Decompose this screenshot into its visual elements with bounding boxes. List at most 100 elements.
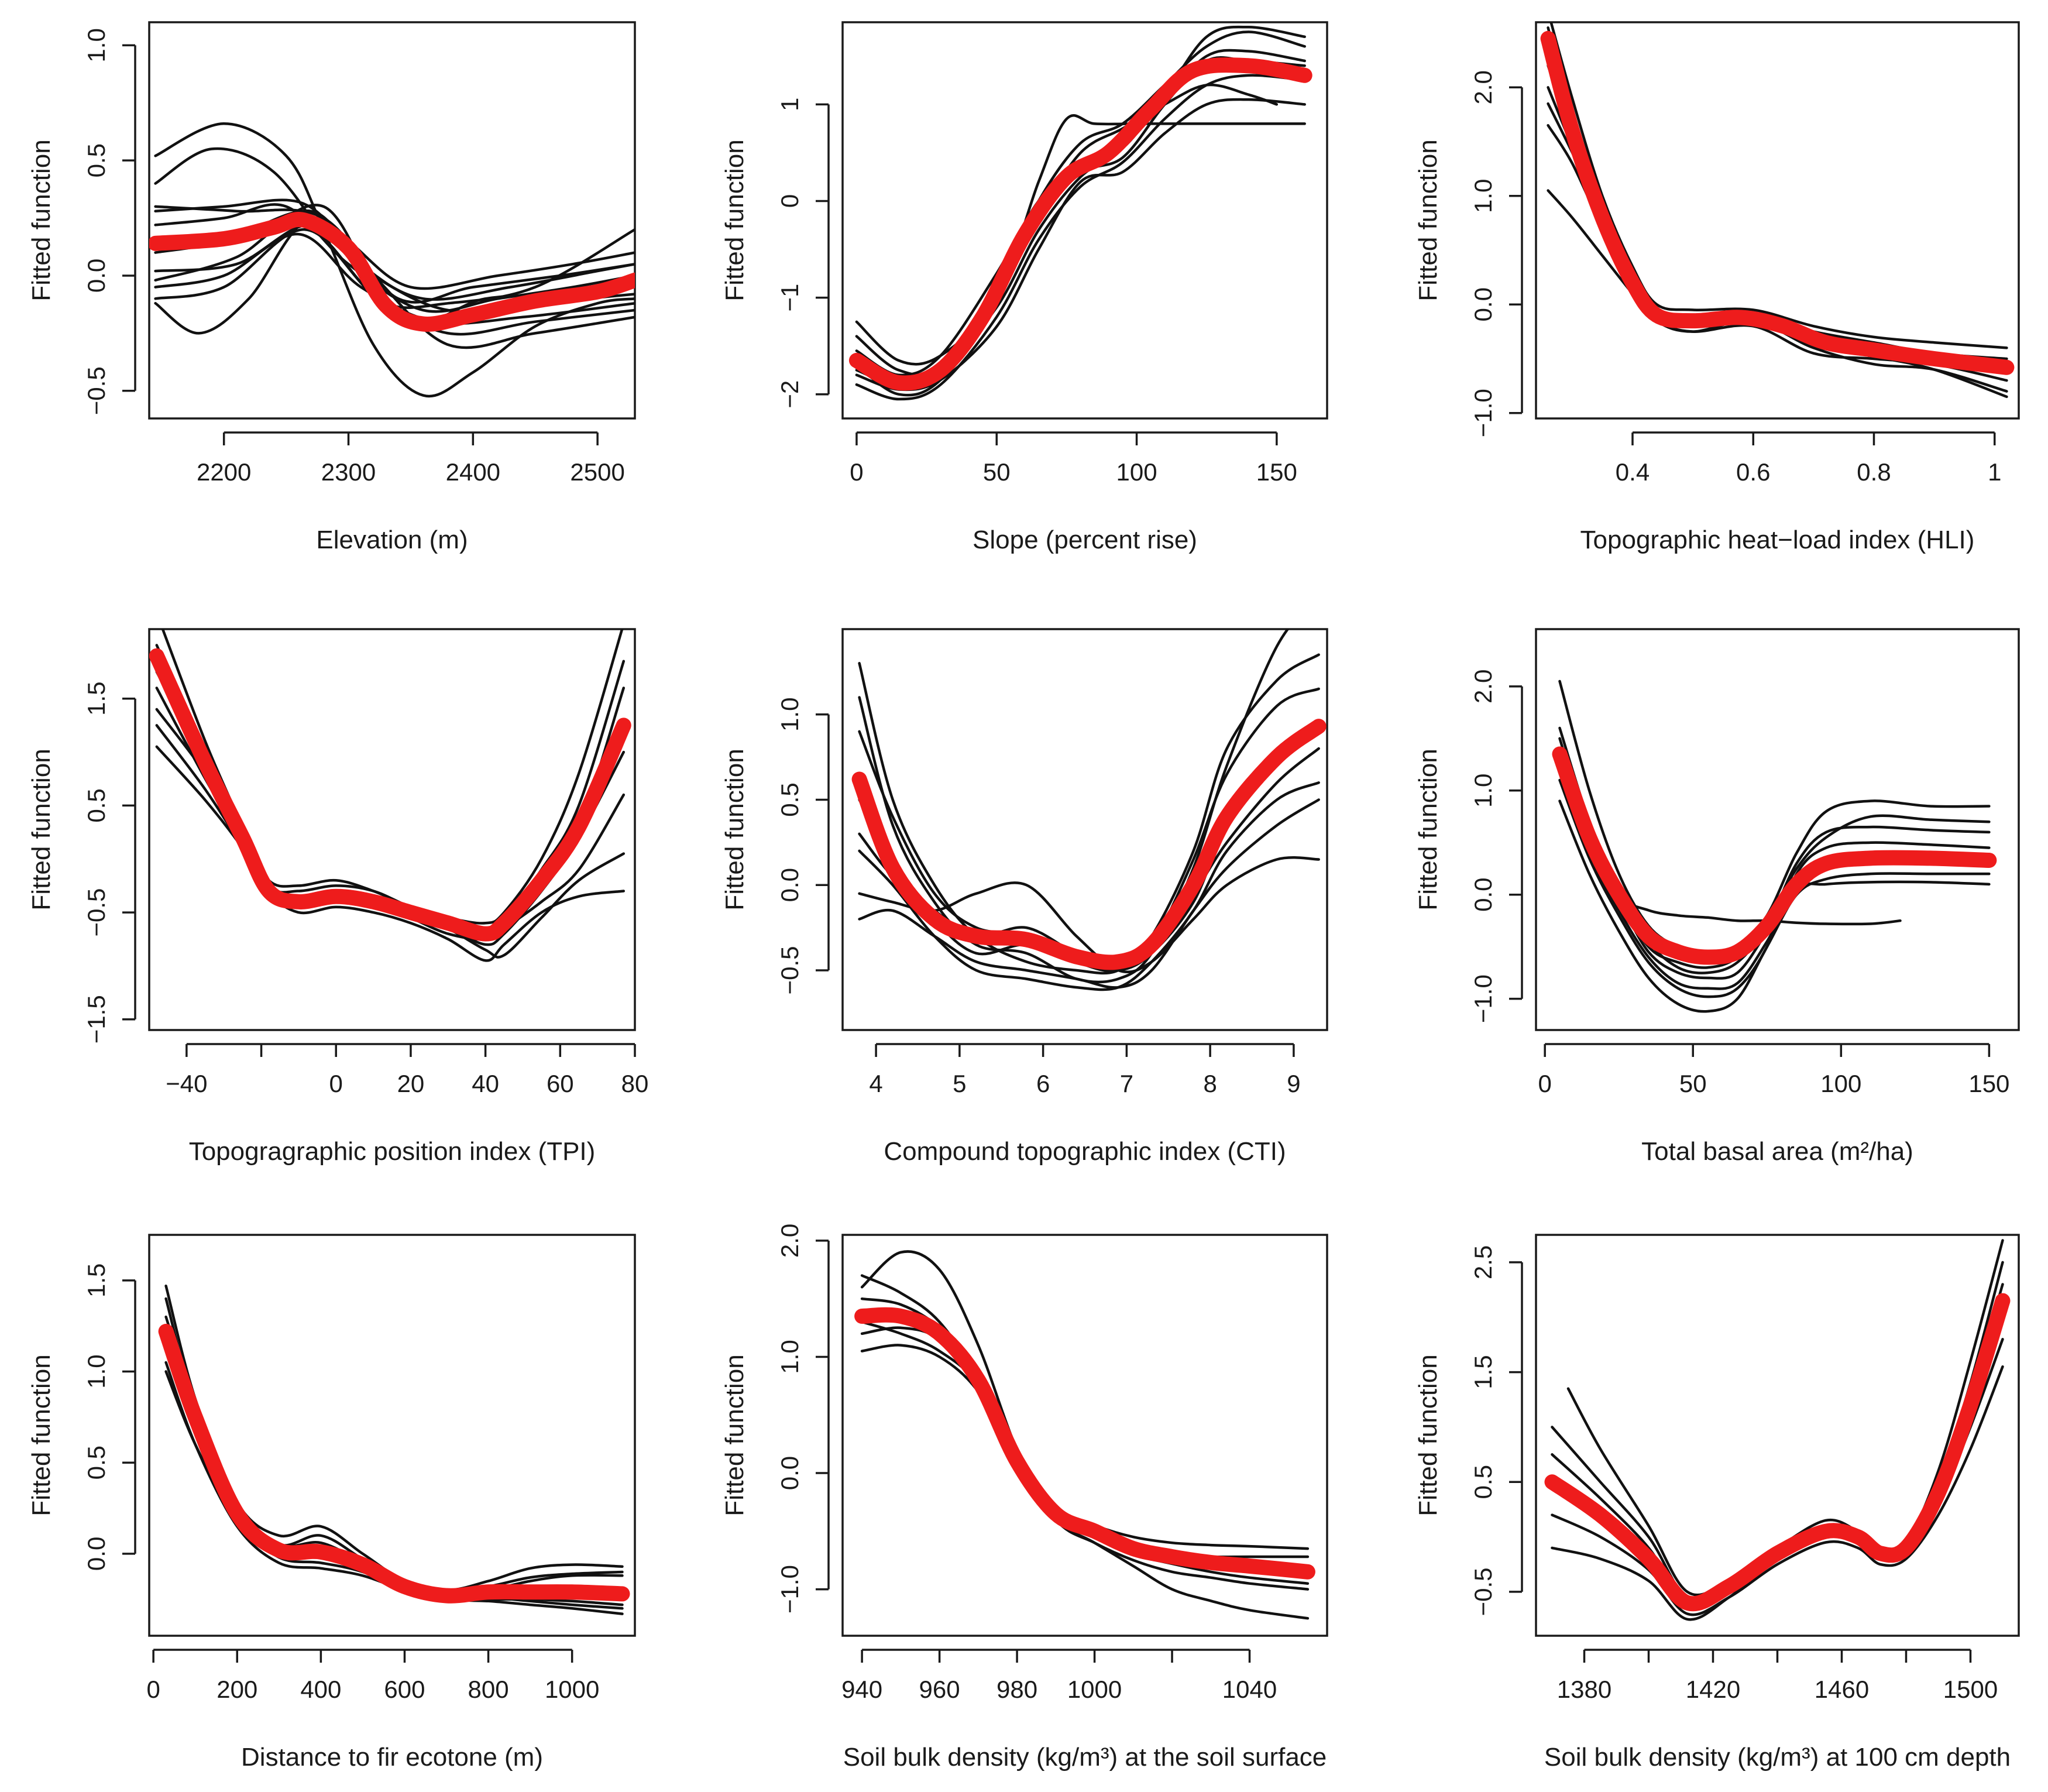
x-tick-label: 960 xyxy=(919,1676,960,1703)
y-tick-label: 1.5 xyxy=(83,1264,110,1297)
x-tick-label: 20 xyxy=(397,1070,425,1097)
replicate-curve xyxy=(855,98,1306,392)
x-tick-label: 0 xyxy=(850,458,863,486)
replicate-curve xyxy=(154,198,635,290)
replicate-curve xyxy=(855,30,1306,376)
replicate-curve xyxy=(855,74,1306,401)
panel-basal-area: 0 50 100 150 −1.0 0.0 1.0 2.0 Total basal area (… xyxy=(1414,628,2020,1166)
panel-elevation: 2200 2300 2400 2500 −0.5 0.0 0.5 1.0 Elevation (… xyxy=(27,21,636,554)
x-tick-label: 1000 xyxy=(1067,1676,1122,1703)
y-tick-label: 2.0 xyxy=(776,1224,803,1258)
replicate-curve xyxy=(154,205,635,304)
x-axis-title: Distance to fir ecotone (m) xyxy=(241,1743,543,1772)
y-tick-label: 1 xyxy=(776,98,803,111)
x-axis-title: Soil bulk density (kg/m³) at 100 cm dept… xyxy=(1544,1743,2011,1772)
x-tick-label: 50 xyxy=(1679,1070,1707,1097)
x-tick-label: 0.6 xyxy=(1736,458,1770,486)
y-tick-label: −1 xyxy=(776,284,803,312)
mean-curve xyxy=(149,212,635,332)
x-tick-label: 0 xyxy=(329,1070,343,1097)
y-tick-label: 1.0 xyxy=(83,28,110,62)
mean-curve xyxy=(851,719,1327,970)
plot-frame xyxy=(148,21,636,420)
y-tick-label: −2 xyxy=(776,380,803,408)
replicate-curve xyxy=(154,232,635,325)
x-tick-label: 1420 xyxy=(1686,1676,1740,1703)
y-tick-label: −0.5 xyxy=(83,888,110,937)
x-tick-label: 1380 xyxy=(1557,1676,1611,1703)
mean-curve xyxy=(1540,30,2015,375)
y-axis-title: Fitted function xyxy=(27,749,56,910)
x-axis-title: Topogragraphic position index (TPI) xyxy=(189,1137,596,1166)
plot-frame xyxy=(1535,21,2020,420)
y-tick-label: 0.0 xyxy=(776,868,803,902)
y-tick-label: 1.5 xyxy=(83,682,110,716)
x-axis-title: Topographic heat−load index (HLI) xyxy=(1580,526,1975,554)
y-tick-label: 0.0 xyxy=(776,1456,803,1490)
x-tick-label: 8 xyxy=(1203,1070,1217,1097)
panel-bulk-density-surface: 940 960 980 1000 1040 −1.0 0.0 1.0 2.0 Soil bulk … xyxy=(720,1224,1328,1772)
y-tick-label: −1.0 xyxy=(776,1565,803,1614)
x-tick-label: 9 xyxy=(1287,1070,1300,1097)
y-tick-label: 0.5 xyxy=(1469,1465,1497,1499)
plot-frame xyxy=(841,628,1328,1031)
x-tick-label: 2500 xyxy=(570,458,624,486)
y-tick-label: 1.0 xyxy=(1469,179,1497,213)
y-tick-label: 0.0 xyxy=(83,1537,110,1571)
x-tick-label: 1 xyxy=(1988,458,2001,486)
x-tick-label: 150 xyxy=(1968,1070,2009,1097)
y-tick-label: 0.5 xyxy=(83,788,110,822)
y-tick-label: 2.0 xyxy=(1469,670,1497,703)
y-tick-label: −0.5 xyxy=(83,366,110,415)
y-tick-label: −0.5 xyxy=(1469,1567,1497,1616)
y-tick-label: 0.0 xyxy=(83,259,110,293)
plot-frame xyxy=(841,21,1328,420)
x-tick-label: 2300 xyxy=(321,458,376,486)
replicate-curve xyxy=(1547,26,2008,361)
x-tick-label: 60 xyxy=(547,1070,574,1097)
replicate-curve xyxy=(860,1344,1310,1550)
y-tick-label: 1.0 xyxy=(776,698,803,732)
replicate-curve xyxy=(164,1284,624,1592)
x-axis-title: Soil bulk density (kg/m³) at the soil su… xyxy=(843,1743,1327,1772)
y-tick-label: −0.5 xyxy=(776,946,803,995)
plot-frame xyxy=(148,1234,636,1637)
panel-fir-ecotone: 0 200 400 600 800 1000 0.0 0.5 1.0 1.5 Distance to… xyxy=(27,1234,636,1772)
x-tick-label: 5 xyxy=(953,1070,966,1097)
y-tick-label: 2.0 xyxy=(1469,70,1497,104)
x-tick-label: 0.4 xyxy=(1616,458,1650,486)
y-tick-label: 0.0 xyxy=(1469,287,1497,321)
x-tick-label: 200 xyxy=(217,1676,257,1703)
y-axis-title: Fitted function xyxy=(27,139,56,301)
y-tick-label: 0.0 xyxy=(1469,878,1497,912)
x-tick-label: 0.8 xyxy=(1857,458,1891,486)
y-axis-title: Fitted function xyxy=(1414,749,1442,910)
y-tick-label: −1.5 xyxy=(83,995,110,1043)
replicate-curve xyxy=(164,1315,624,1596)
panel-cti: 4 5 6 7 8 9 −0.5 0.0 0.5 1.0 Compound topographic … xyxy=(720,628,1328,1166)
y-tick-label: 1.5 xyxy=(1469,1355,1497,1389)
y-axis-title: Fitted function xyxy=(720,749,749,910)
replicate-curve xyxy=(155,644,626,930)
x-tick-label: 400 xyxy=(300,1676,341,1703)
replicate-curve xyxy=(855,114,1306,366)
y-axis-title: Fitted function xyxy=(1414,1354,1442,1516)
plot-frame xyxy=(1535,1234,2020,1637)
x-tick-label: 2200 xyxy=(197,458,251,486)
mean-curve xyxy=(158,1324,630,1604)
y-tick-label: 2.5 xyxy=(1469,1245,1497,1279)
y-tick-label: 0.5 xyxy=(83,143,110,177)
x-axis-title: Elevation (m) xyxy=(316,526,468,554)
panel-hli: 0.4 0.6 0.8 1 −1.0 0.0 1.0 2.0 Topographic heat−… xyxy=(1414,21,2020,554)
x-tick-label: 50 xyxy=(983,458,1011,486)
replicate-curve xyxy=(855,25,1306,377)
x-tick-label: −40 xyxy=(166,1070,207,1097)
replicate-curve xyxy=(1551,1239,2004,1601)
x-tick-label: 100 xyxy=(1116,458,1157,486)
x-axis-title: Compound topographic index (CTI) xyxy=(884,1137,1286,1166)
x-tick-label: 80 xyxy=(621,1070,649,1097)
plot-frame xyxy=(148,628,636,1031)
y-tick-label: −1.0 xyxy=(1469,389,1497,437)
replicate-curve xyxy=(1558,799,1991,1013)
